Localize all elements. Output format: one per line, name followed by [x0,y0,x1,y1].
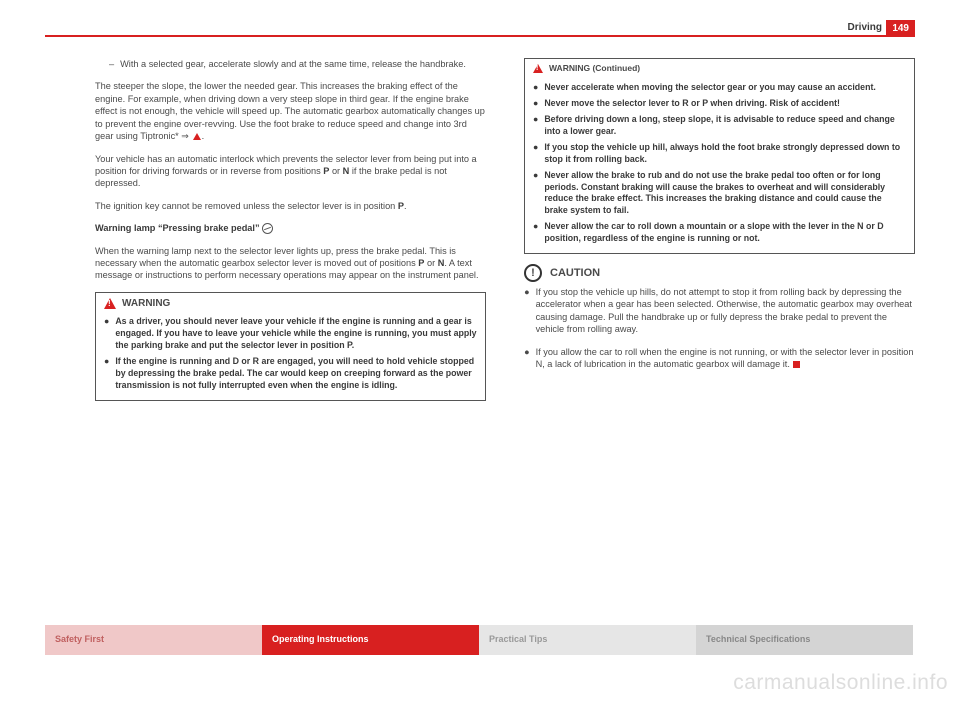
caution-text: If you stop the vehicle up hills, do not… [536,286,915,336]
paragraph: The steeper the slope, the lower the nee… [95,80,486,142]
warning-text: As a driver, you should never leave your… [115,316,477,352]
bullet-icon: ● [524,286,530,336]
top-divider [45,35,915,37]
bullet-icon: ● [104,356,109,392]
text-run: When the warning lamp next to the select… [95,246,456,268]
warning-box: WARNING ●As a driver, you should never l… [95,292,486,401]
warning-label: WARNING [122,297,170,311]
dash-bullet: – [109,58,114,70]
caution-label: CAUTION [550,266,600,281]
warning-box-continued: WARNING (Continued) ● Never accelerate wh… [524,58,915,254]
warning-item: ●Never allow the brake to rub and do not… [533,170,906,218]
caution-text: If you allow the car to roll when the en… [536,346,915,371]
end-square-icon [793,361,800,368]
bullet-icon: ● [104,316,109,352]
bullet-icon: ● [533,170,538,218]
warning-triangle-icon [193,133,201,140]
bullet-icon: ● [533,142,538,166]
caution-item: ● If you allow the car to roll when the … [524,346,915,371]
nav-technical-specifications[interactable]: Technical Specifications [696,625,913,655]
section-title: Driving [848,22,882,33]
warning-item: ●Before driving down a long, steep slope… [533,114,906,138]
content-columns: – With a selected gear, accelerate slowl… [95,58,915,591]
warning-text: Before driving down a long, steep slope,… [544,114,906,138]
paragraph: The ignition key cannot be removed unles… [95,200,486,212]
paragraph: When the warning lamp next to the select… [95,245,486,282]
bullet-icon: ● [533,98,538,110]
warning-text: Never move the selector lever to R or P … [544,98,840,110]
text-run: . [202,131,205,141]
bullet-icon: ● [524,346,530,371]
caution-icon: ! [524,264,542,282]
bullet-icon: ● [533,221,538,245]
text-run: The ignition key cannot be removed unles… [95,201,398,211]
warning-text: Never accelerate when moving the selecto… [544,82,876,94]
watermark: carmanualsonline.info [733,671,948,695]
warning-item: ● Never move the selector lever to R or P… [533,98,906,110]
warning-text: If you stop the vehicle up hill, always … [544,142,906,166]
caution-heading: ! CAUTION [524,264,915,282]
bullet-icon: ● [533,82,538,94]
caution-item: ● If you stop the vehicle up hills, do n… [524,286,915,336]
list-item: – With a selected gear, accelerate slowl… [95,58,486,70]
text-run: If you allow the car to roll when the en… [536,347,914,369]
warning-text: If the engine is running and D or R are … [115,356,477,392]
text-run: or [329,166,342,176]
text-run: . [404,201,407,211]
subheading: Warning lamp “Pressing brake pedal” [95,222,486,234]
nav-safety-first[interactable]: Safety First [45,625,262,655]
warning-item: ●If you stop the vehicle up hill, always… [533,142,906,166]
nav-practical-tips[interactable]: Practical Tips [479,625,696,655]
warning-item: ●Never allow the car to roll down a moun… [533,221,906,245]
warning-body: ● Never accelerate when moving the select… [525,76,914,253]
bottom-nav: Safety First Operating Instructions Prac… [45,625,913,655]
text-bold: Warning lamp “Pressing brake pedal” [95,223,262,233]
warning-heading: WARNING [96,293,485,311]
warning-triangle-icon [104,298,116,309]
warning-text: Never allow the car to roll down a mount… [544,221,906,245]
paragraph: Your vehicle has an automatic interlock … [95,153,486,190]
warning-heading: WARNING (Continued) [525,59,914,76]
text-run: The steeper the slope, the lower the nee… [95,81,485,141]
warning-triangle-icon [533,64,543,73]
warning-text: Never allow the brake to rub and do not … [544,170,906,218]
bullet-icon: ● [533,114,538,138]
list-item-text: With a selected gear, accelerate slowly … [120,58,466,70]
warning-item: ●As a driver, you should never leave you… [104,316,477,352]
nav-operating-instructions[interactable]: Operating Instructions [262,625,479,655]
warning-item: ●If the engine is running and D or R are… [104,356,477,392]
right-column: WARNING (Continued) ● Never accelerate wh… [524,58,915,591]
indicator-icon [262,223,273,234]
text-run: or [424,258,437,268]
warning-body: ●As a driver, you should never leave you… [96,310,485,399]
left-column: – With a selected gear, accelerate slowl… [95,58,486,591]
warning-item: ● Never accelerate when moving the select… [533,82,906,94]
warning-label: WARNING (Continued) [549,63,640,74]
